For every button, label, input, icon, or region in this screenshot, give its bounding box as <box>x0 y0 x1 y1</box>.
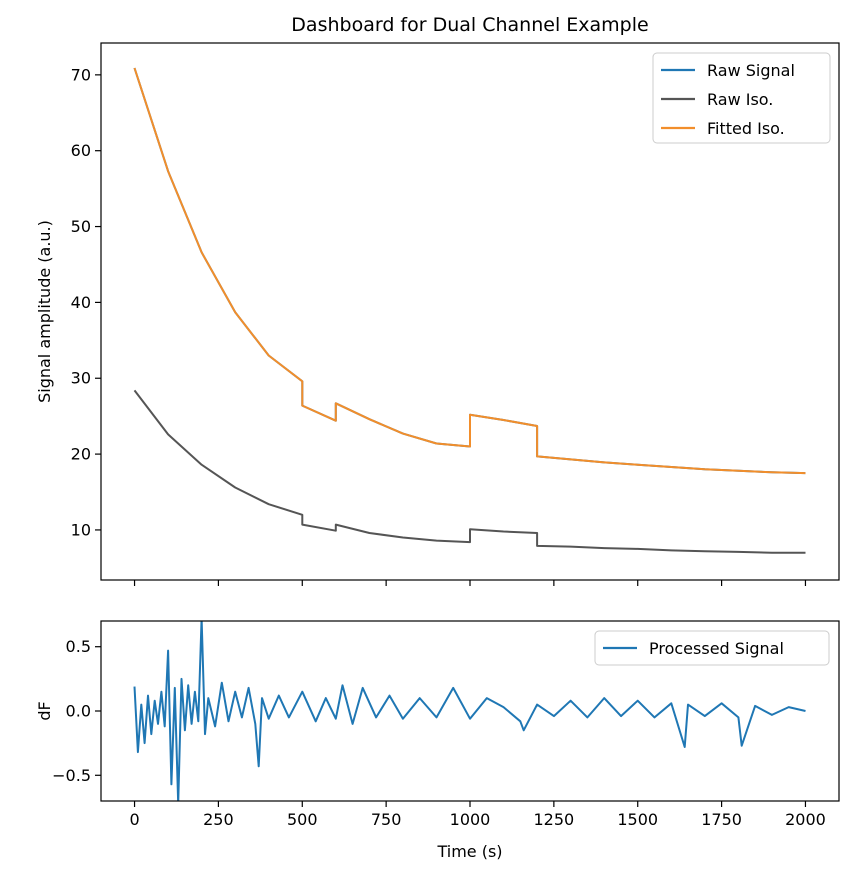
legend-box <box>594 630 830 666</box>
processed-signal-line <box>133 621 806 801</box>
series-group <box>133 621 806 801</box>
y-tick-label: 40 <box>71 293 91 312</box>
y-tick-label: 50 <box>71 217 91 236</box>
legend-label: Raw Signal <box>707 61 795 80</box>
x-tick-label: 500 <box>287 810 318 829</box>
y-tick-label: 0.5 <box>66 637 91 656</box>
x-tick-label: 1000 <box>450 810 491 829</box>
x-tick-label: 2000 <box>785 810 826 829</box>
legend-label: Fitted Iso. <box>707 119 785 138</box>
legend: Processed Signal <box>594 630 830 666</box>
legend-label: Raw Iso. <box>707 90 773 109</box>
y-tick-label: 10 <box>71 520 91 539</box>
y-tick-label: −0.5 <box>52 766 91 785</box>
x-tick-label: 0 <box>129 810 139 829</box>
y-tick-label: 60 <box>71 141 91 160</box>
x-tick-label: 250 <box>203 810 234 829</box>
raw-iso-line <box>133 389 806 554</box>
y-tick-label: 20 <box>71 445 91 464</box>
y-axis-label: dF <box>35 701 54 720</box>
signal-amplitude-panel: 10 20 30 40 50 60 70 Signal amplitude (a.u.) Raw… <box>35 42 840 586</box>
x-tick-label: 1250 <box>534 810 575 829</box>
x-tick-label: 750 <box>371 810 402 829</box>
x-tick-label: 1500 <box>617 810 658 829</box>
legend-label: Processed Signal <box>649 639 784 658</box>
y-tick-label: 70 <box>71 65 91 84</box>
y-axis-label: Signal amplitude (a.u.) <box>35 220 54 403</box>
processed-signal-panel: 0 250 500 750 1000 1250 1500 1750 2000 −0.5 0.0 0.5… <box>35 620 840 861</box>
legend: Raw Signal Raw Iso. Fitted Iso. <box>652 52 831 144</box>
x-tick-label: 1750 <box>701 810 742 829</box>
x-axis-label: Time (s) <box>436 842 502 861</box>
y-tick-label: 30 <box>71 369 91 388</box>
series-group <box>133 67 806 554</box>
y-tick-label: 0.0 <box>66 702 91 721</box>
fitted-iso-line <box>133 67 806 475</box>
chart-title: Dashboard for Dual Channel Example <box>291 14 648 36</box>
legend-box <box>652 52 831 144</box>
